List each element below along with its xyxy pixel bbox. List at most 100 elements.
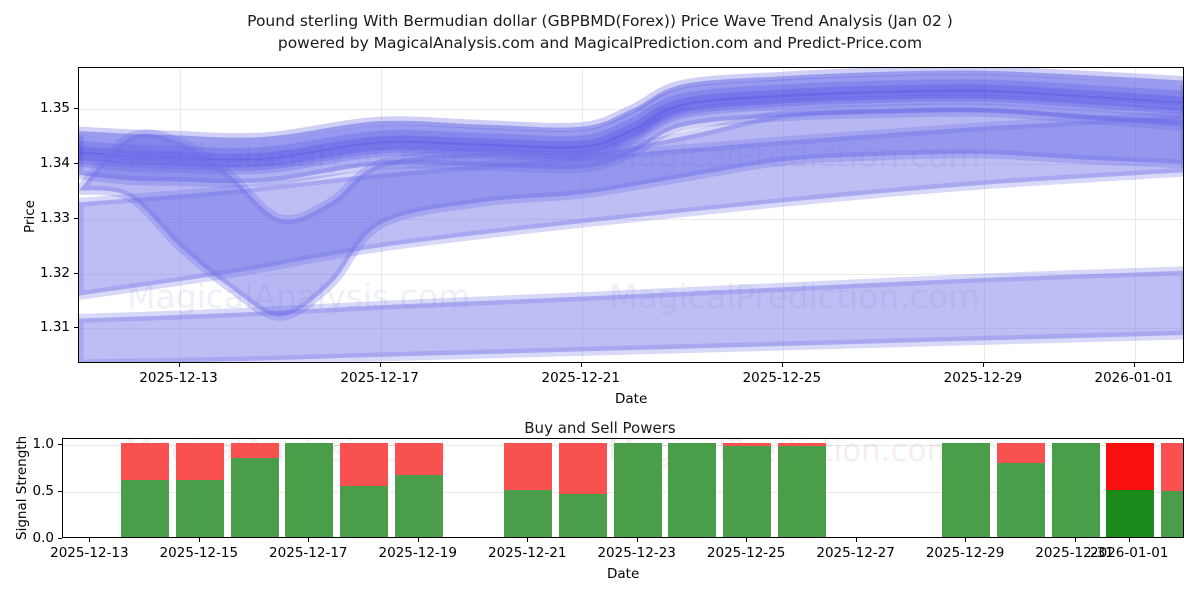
buy-sell-x-axis-title: Date	[607, 566, 640, 582]
price-gridline-h	[79, 218, 1183, 220]
price-wave-bands	[79, 68, 1183, 362]
bar-x-tick-label: 2025-12-23	[597, 545, 676, 561]
buy-power-segment	[942, 442, 991, 537]
price-x-tick-label: 2025-12-17	[340, 370, 419, 386]
sell-power-segment	[1106, 442, 1155, 490]
bar-stack[interactable]	[394, 442, 443, 537]
sell-power-segment	[1161, 442, 1183, 491]
price-y-tick	[74, 327, 78, 329]
price-x-tick-label: 2025-12-29	[943, 370, 1023, 386]
buy-power-segment	[230, 457, 279, 537]
bar-x-tick	[1074, 538, 1076, 542]
wave-band-lower-rising-band	[79, 266, 1183, 362]
bar-x-tick-label: 2025-12-31	[1035, 545, 1114, 561]
sell-power-segment	[723, 442, 772, 446]
signal-strength-y-axis-title: Signal Strength	[14, 435, 30, 540]
sell-power-segment	[996, 442, 1045, 464]
price-y-tick-label: 1.33	[39, 209, 70, 226]
bar-stack[interactable]	[285, 442, 334, 537]
bar-x-tick	[308, 538, 310, 542]
bar-x-tick	[636, 538, 638, 542]
title-line-2: powered by MagicalAnalysis.com and Magic…	[277, 34, 923, 52]
price-x-tick	[982, 363, 984, 367]
bar-stack[interactable]	[613, 442, 662, 537]
bar-y-tick-label: 0.0	[32, 530, 54, 546]
wave-band-mid-rising-band	[79, 111, 1183, 300]
price-y-tick	[74, 272, 78, 274]
price-x-tick-label: 2025-12-25	[742, 370, 822, 386]
price-y-tick-label: 1.32	[39, 264, 70, 281]
sell-power-segment	[175, 442, 224, 481]
bar-x-tick	[746, 538, 748, 542]
price-x-tick	[178, 363, 180, 367]
bar-x-tick-label: 2025-12-25	[706, 545, 786, 561]
bar-x-tick-label: 2025-12-27	[816, 545, 895, 561]
price-gridline-h	[79, 273, 1183, 275]
sell-power-segment	[340, 442, 389, 487]
price-x-tick	[580, 363, 582, 367]
buy-power-segment	[1161, 490, 1183, 537]
price-gridline-v	[1134, 68, 1136, 362]
bar-x-tick-label: 2025-12-19	[378, 545, 457, 561]
bar-stack[interactable]	[777, 442, 826, 537]
price-x-tick	[379, 363, 381, 367]
price-y-tick-label: 1.34	[39, 154, 70, 171]
buy-sell-powers-title: Buy and Sell Powers	[524, 419, 676, 437]
price-gridline-v	[581, 68, 583, 362]
buy-power-segment	[340, 486, 389, 537]
buy-power-segment	[777, 445, 826, 537]
bar-x-tick-label: 2026-01-01	[1090, 545, 1169, 561]
bar-x-tick	[855, 538, 857, 542]
bar-y-tick-label: 1.0	[32, 435, 54, 452]
sell-power-segment	[394, 442, 443, 475]
bar-stack[interactable]	[1106, 442, 1155, 537]
buy-power-segment	[668, 442, 717, 537]
bar-y-tick	[58, 538, 62, 539]
bar-stack[interactable]	[340, 442, 389, 537]
bar-stack[interactable]	[504, 442, 553, 537]
bar-x-tick	[89, 538, 91, 542]
bar-stack[interactable]	[558, 442, 607, 537]
bar-x-tick-label: 2025-12-29	[925, 545, 1005, 561]
buy-power-segment	[996, 463, 1045, 537]
buy-power-segment	[1051, 442, 1100, 537]
price-y-axis-title: Price	[22, 200, 38, 233]
price-x-tick	[1133, 363, 1135, 367]
price-gridline-v	[983, 68, 985, 362]
page-title: Pound sterling With Bermudian dollar (GB…	[0, 10, 1200, 54]
bar-stack[interactable]	[1161, 442, 1183, 537]
sell-power-segment	[230, 442, 279, 458]
price-chart-plot-area: MagicalAnalysis.comMagicalPrediction.com…	[78, 67, 1184, 363]
price-gridline-v	[782, 68, 784, 362]
price-gridline-h	[79, 328, 1183, 330]
price-x-tick-label: 2025-12-13	[139, 370, 218, 386]
bar-x-tick-label: 2025-12-13	[50, 545, 129, 561]
bar-x-tick	[965, 538, 967, 542]
bar-stack[interactable]	[1051, 442, 1100, 537]
bar-stack[interactable]	[175, 442, 224, 537]
bar-x-tick-label: 2025-12-21	[487, 545, 567, 561]
bar-y-tick	[58, 490, 62, 492]
bar-y-tick	[58, 443, 62, 445]
bar-stack[interactable]	[668, 442, 717, 537]
bar-stack[interactable]	[996, 442, 1045, 537]
bar-stack[interactable]	[230, 442, 279, 537]
price-x-tick-label: 2026-01-01	[1094, 370, 1173, 386]
wave-band-v-dip-wave	[79, 103, 1183, 321]
bar-x-tick	[417, 538, 419, 542]
bar-stack[interactable]	[723, 442, 772, 537]
bar-x-tick	[198, 538, 200, 542]
buy-power-segment	[175, 480, 224, 537]
buy-power-segment	[504, 489, 553, 537]
bar-x-tick	[1129, 538, 1131, 542]
price-x-tick	[781, 363, 783, 367]
bar-x-tick-label: 2025-12-17	[269, 545, 348, 561]
bar-stack[interactable]	[942, 442, 991, 537]
sell-power-segment	[777, 442, 826, 446]
price-x-axis-title: Date	[615, 391, 648, 407]
price-y-tick	[74, 108, 78, 110]
bar-stack[interactable]	[121, 442, 170, 537]
buy-power-segment	[558, 493, 607, 537]
